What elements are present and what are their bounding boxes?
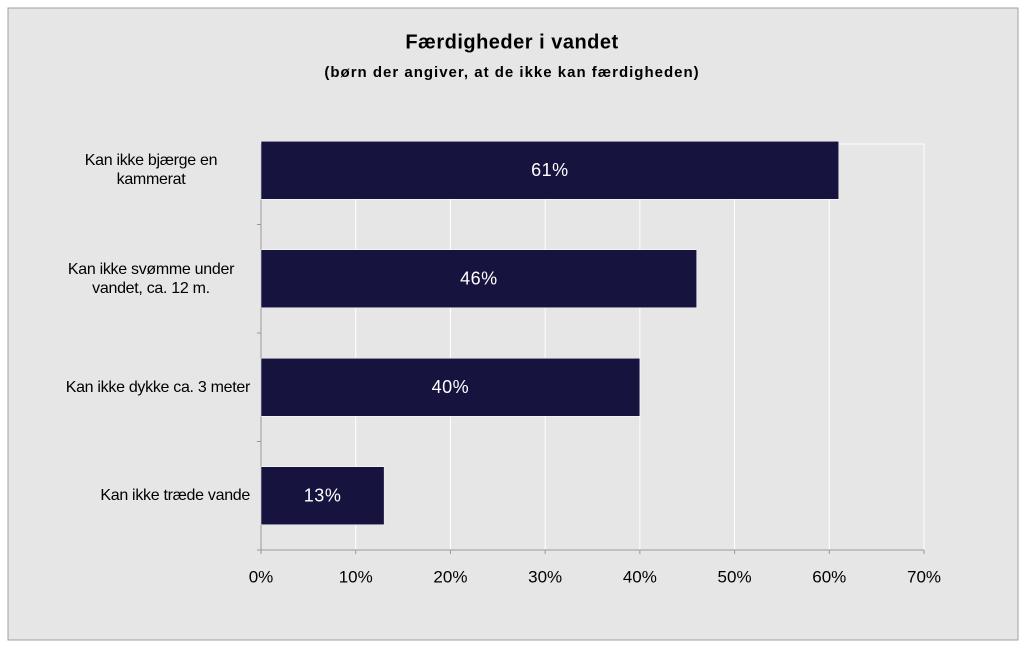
y-tick-label-box: Kan ikke bjærge en kammerat — [0, 140, 250, 200]
bar — [260, 466, 385, 525]
bar — [260, 358, 641, 417]
x-tick-label: 70% — [907, 567, 941, 586]
y-tick-label-box: Kan ikke dykke ca. 3 meter — [0, 357, 251, 417]
chart-subtitle: (børn der angiver, at de ikke kan færdig… — [324, 64, 699, 81]
x-tick-label: 10% — [339, 567, 373, 586]
y-tick-label: Kan ikke bjærge en kammerat — [84, 152, 218, 189]
x-tick-label: 0% — [249, 567, 274, 586]
chart-background — [7, 7, 1019, 641]
data-label: 13% — [304, 486, 342, 506]
y-tick-label-box: Kan ikke svømme under vandet, ca. 12 m. — [0, 249, 250, 309]
chart-title: Færdigheder i vandet — [405, 31, 618, 53]
data-label: 46% — [460, 269, 498, 289]
y-tick-label: Kan ikke svømme under vandet, ca. 12 m. — [67, 260, 235, 297]
x-tick-label: 20% — [433, 567, 467, 586]
data-label: 40% — [432, 377, 470, 397]
bar — [260, 249, 697, 308]
y-tick-label-box: Kan ikke træde vande — [0, 466, 250, 526]
data-label: 61% — [531, 160, 569, 180]
y-tick-label: Kan ikke dykke ca. 3 meter — [65, 378, 251, 396]
x-tick-label: 40% — [623, 567, 657, 586]
x-tick-label: 30% — [528, 567, 562, 586]
x-tick-label: 50% — [718, 567, 752, 586]
bar — [260, 141, 840, 200]
y-tick-label: Kan ikke træde vande — [100, 487, 250, 505]
x-tick-label: 60% — [812, 567, 846, 586]
